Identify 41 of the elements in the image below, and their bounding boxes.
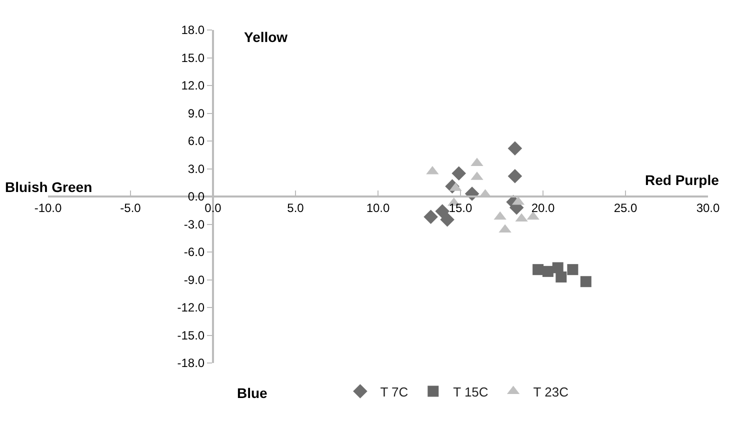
- x-tick-label: 30.0: [696, 200, 720, 215]
- legend-label: T 7C: [380, 384, 408, 400]
- y-tick-label: -6.0: [184, 245, 205, 260]
- point: [580, 276, 592, 288]
- x-tick-label: -5.0: [120, 200, 142, 215]
- point: [508, 169, 522, 184]
- point: [542, 266, 554, 277]
- y-tick-label: 6.0: [188, 134, 205, 148]
- annotation: Red Purple: [645, 172, 720, 188]
- y-tick-label: -9.0: [184, 272, 205, 287]
- legend-label: T 15C: [453, 384, 488, 400]
- point: [440, 212, 454, 227]
- point: [567, 264, 578, 276]
- x-tick-label: 0.0: [204, 200, 222, 215]
- x-tick-label: 5.0: [287, 200, 304, 215]
- y-tick-label: -18.0: [177, 356, 205, 370]
- y-tick-label: 12.0: [181, 78, 205, 93]
- y-tick-label: 18.0: [181, 23, 205, 38]
- point: [556, 271, 567, 282]
- text: Blue: [237, 385, 268, 401]
- x-tick-label: 25.0: [614, 200, 638, 215]
- x-tick-label: 10.0: [366, 200, 390, 215]
- x-tick-label: 20.0: [531, 200, 555, 215]
- point: [508, 141, 522, 156]
- point: [532, 264, 544, 276]
- annotation: Bluish Green: [5, 179, 92, 195]
- y-tick-label: 0.0: [188, 190, 205, 204]
- y-tick-label: 15.0: [181, 50, 205, 65]
- y-tick-label: -12.0: [177, 300, 205, 315]
- y-tick-label: -3.0: [184, 217, 205, 232]
- point: [452, 166, 466, 181]
- point: [552, 262, 564, 274]
- y-tick-label: 3.0: [188, 162, 205, 176]
- x-tick-label: -10.0: [34, 200, 62, 215]
- legend-label: T 23C: [533, 384, 568, 400]
- y-tick-label: -15.0: [177, 328, 205, 342]
- y-tick-label: 9.0: [188, 106, 205, 120]
- point: [435, 204, 450, 218]
- annotation: Yellow: [244, 29, 288, 45]
- x-tick-label: 15.0: [448, 200, 472, 215]
- point: [424, 210, 438, 224]
